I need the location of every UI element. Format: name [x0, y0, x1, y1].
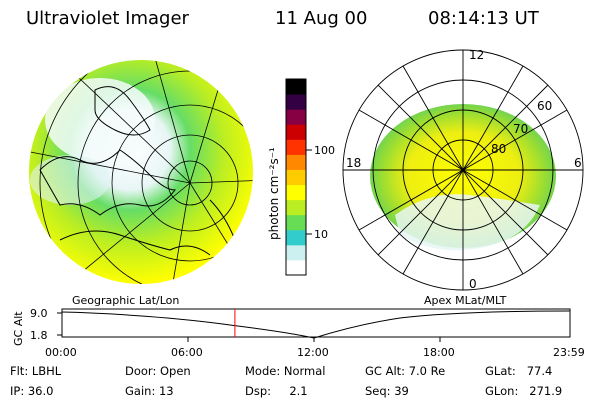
mlt-label-6: 6 [574, 156, 582, 170]
colorbar-unit-label: photon cm⁻²s⁻¹ [267, 147, 281, 240]
status-flt: Flt: LBHL [10, 364, 62, 378]
colorbar-swatch [286, 214, 306, 231]
lat-circle [167, 160, 213, 206]
colorbar-tick-label-100: 100 [314, 144, 335, 157]
altitude-xtick: 18:00 [423, 346, 455, 359]
colorbar-tick-label-10: 10 [314, 228, 328, 241]
coastline [94, 86, 151, 136]
colorbar-swatch [286, 244, 306, 261]
colorbar-swatch [286, 229, 306, 246]
status-door: Door: Open [125, 364, 191, 378]
altitude-curve [61, 310, 571, 339]
polar-bright-region [395, 194, 540, 251]
colorbar-swatch [286, 139, 306, 155]
mlt-line-diag [358, 109, 568, 231]
colorbar-swatch [286, 154, 306, 170]
meridian [149, 60, 191, 184]
altitude-xtick: 00:00 [45, 346, 77, 359]
colorbar-swatch [286, 184, 306, 201]
mlt-label-0: 0 [469, 277, 477, 291]
status-gain: Gain: 13 [125, 384, 174, 398]
geo-image [29, 60, 253, 284]
colorbar-swatch [286, 109, 306, 125]
status-dsp: Dsp: 2.1 [245, 384, 308, 398]
altitude-ytick-top: 9.0 [30, 307, 48, 320]
coastline [59, 230, 211, 256]
polar-caption: Apex MLat/MLT [424, 294, 507, 307]
lat-circle [39, 60, 253, 284]
instrument-title: Ultraviolet Imager [26, 8, 189, 29]
date-label: 11 Aug 00 [275, 8, 368, 29]
lat-circle [111, 104, 253, 262]
colorbar-swatch [286, 94, 306, 110]
meridian [29, 149, 191, 184]
geo-caption: Geographic Lat/Lon [72, 294, 179, 307]
status-glat: GLat: 77.4 [485, 364, 553, 378]
altitude-ytick-bottom: 1.8 [30, 329, 48, 342]
altitude-xtick: 06:00 [171, 346, 203, 359]
lat-circle [141, 134, 239, 232]
geo-bright-region-2 [30, 155, 110, 205]
colorbar-swatch [286, 259, 306, 276]
status-glon: GLon: 271.9 [485, 384, 563, 398]
meridian [189, 179, 253, 184]
colorbar [285, 78, 307, 276]
mlat-label-80: 80 [491, 142, 506, 156]
mlt-label-12: 12 [469, 48, 484, 62]
colorbar-swatch [286, 199, 306, 216]
polar-image [342, 49, 584, 291]
altitude-xtick: 12:00 [297, 346, 329, 359]
colorbar-frame [285, 78, 307, 276]
colorbar-swatch [286, 169, 306, 186]
status-mode: Mode: Normal [245, 364, 326, 378]
status-ip: IP: 36.0 [10, 384, 54, 398]
altitude-xtick: 23:59 [553, 346, 585, 359]
mlt-label-18: 18 [346, 156, 361, 170]
status-seq: Seq: 39 [365, 384, 409, 398]
colorbar-swatch [286, 124, 306, 140]
mlat-label-60: 60 [537, 99, 552, 113]
meridian [59, 60, 191, 184]
altitude-plot-frame [61, 308, 571, 338]
time-label: 08:14:13 UT [428, 8, 539, 29]
colorbar-swatch [286, 79, 306, 95]
coastline [39, 149, 176, 216]
altitude-plot [57, 308, 571, 342]
mlat-label-70: 70 [513, 122, 528, 136]
status-gcalt: GC Alt: 7.0 Re [365, 364, 446, 378]
altitude-ylabel: GC Alt [12, 311, 25, 346]
